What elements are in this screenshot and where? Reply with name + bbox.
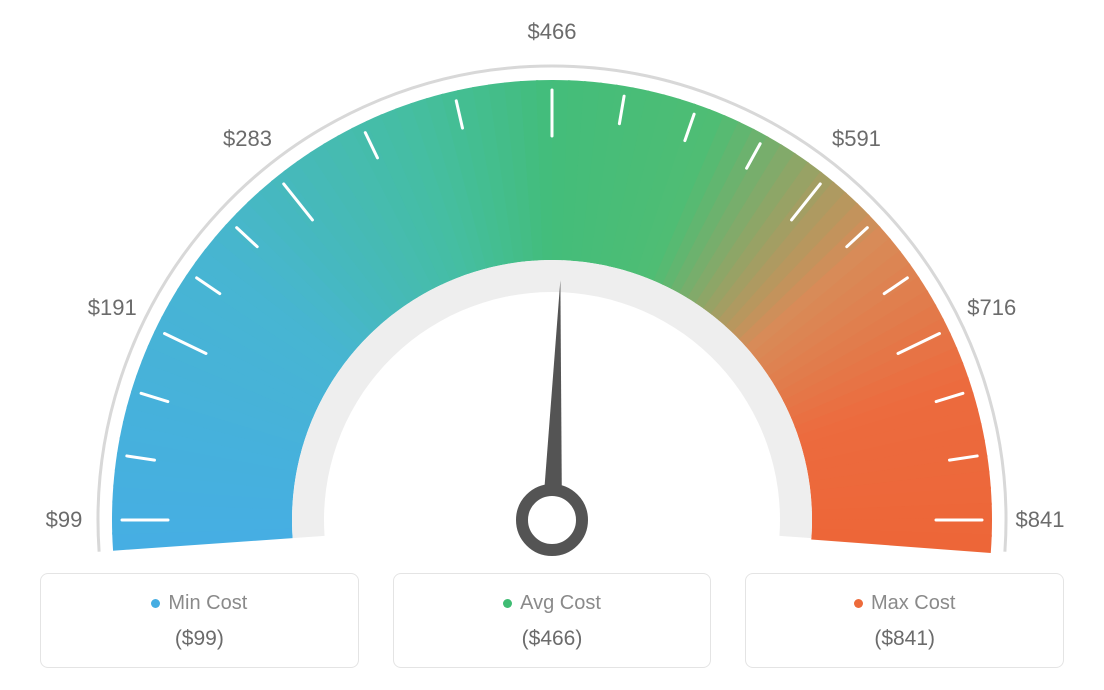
legend-dot-min [151, 599, 160, 608]
gauge-tick-label: $841 [1016, 507, 1065, 533]
gauge-container: $99 $191 $283 $466 $591 $716 $841 [0, 0, 1104, 560]
legend-value-max: ($841) [756, 627, 1053, 651]
gauge-svg [0, 0, 1104, 560]
gauge-tick-label: $466 [528, 19, 577, 45]
legend-value-avg: ($466) [404, 627, 701, 651]
gauge-tick-label: $191 [88, 295, 137, 321]
legend-dot-avg [503, 599, 512, 608]
legend-box-max: Max Cost ($841) [745, 573, 1064, 668]
legend-title-min: Min Cost [151, 592, 247, 615]
gauge-tick-label: $99 [46, 507, 83, 533]
legend-box-avg: Avg Cost ($466) [393, 573, 712, 668]
gauge-tick-label: $716 [967, 295, 1016, 321]
gauge-hub [522, 490, 582, 550]
legend-label-min: Min Cost [168, 592, 247, 615]
legend-box-min: Min Cost ($99) [40, 573, 359, 668]
legend-row: Min Cost ($99) Avg Cost ($466) Max Cost … [0, 573, 1104, 668]
legend-title-max: Max Cost [854, 592, 955, 615]
legend-label-max: Max Cost [871, 592, 955, 615]
legend-value-min: ($99) [51, 627, 348, 651]
gauge-tick-label: $283 [223, 126, 272, 152]
legend-dot-max [854, 599, 863, 608]
gauge-tick-label: $591 [832, 126, 881, 152]
legend-label-avg: Avg Cost [520, 592, 601, 615]
legend-title-avg: Avg Cost [503, 592, 601, 615]
